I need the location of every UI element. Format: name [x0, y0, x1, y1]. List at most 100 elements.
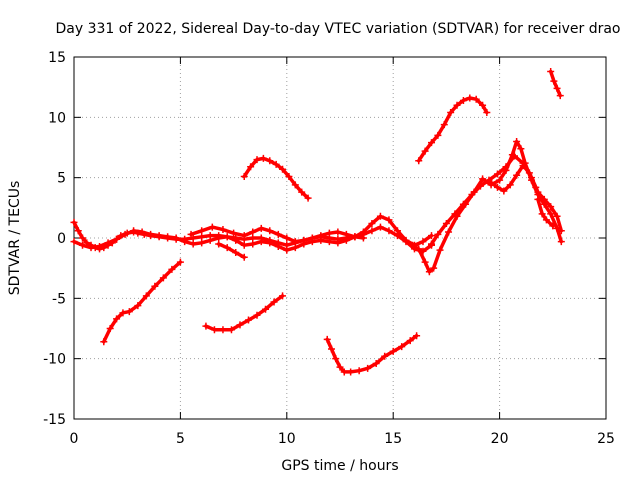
data-point: [291, 181, 299, 189]
series-line: [416, 96, 489, 163]
data-point: [198, 233, 206, 241]
data-point: [279, 165, 287, 173]
data-point: [100, 338, 108, 346]
series-trace-d: [215, 240, 248, 261]
y-tick-label: 5: [57, 171, 66, 187]
data-point: [247, 163, 255, 171]
data-point: [398, 343, 406, 351]
data-point: [198, 239, 206, 247]
data-series: [70, 67, 565, 376]
data-point: [79, 234, 87, 242]
data-point: [479, 101, 487, 109]
data-point: [542, 216, 550, 224]
data-point: [447, 109, 455, 117]
x-tick-labels: 0 5 10 15 20 25: [70, 431, 615, 447]
data-point: [172, 234, 180, 242]
chart-title: Day 331 of 2022, Sidereal Day-to-day VTE…: [55, 21, 620, 37]
data-point: [244, 316, 252, 324]
data-point: [519, 162, 527, 170]
data-point: [385, 227, 393, 235]
series-trace-h: [323, 332, 421, 376]
data-point: [317, 232, 325, 240]
data-point: [517, 145, 525, 153]
data-point: [549, 222, 557, 230]
data-point: [547, 210, 555, 218]
data-point: [189, 240, 197, 248]
data-point: [472, 95, 480, 103]
series-trace-e: [100, 258, 184, 346]
data-point: [557, 227, 565, 235]
series-trace-f: [202, 292, 287, 334]
data-point: [430, 264, 438, 272]
data-point: [538, 210, 546, 218]
data-point: [138, 228, 146, 236]
x-tick-label: 0: [70, 431, 79, 447]
data-point: [532, 183, 540, 191]
data-point: [487, 178, 495, 186]
data-point: [270, 298, 278, 306]
data-point: [125, 308, 133, 316]
data-point: [121, 230, 129, 238]
data-point: [547, 67, 555, 75]
data-point: [147, 230, 155, 238]
data-point: [164, 233, 172, 241]
series-trace-b: [70, 212, 436, 254]
data-point: [434, 131, 442, 139]
data-point: [142, 292, 150, 300]
data-point: [240, 253, 248, 261]
y-tick-label: 15: [48, 50, 66, 66]
data-point: [210, 326, 218, 334]
x-axis-label: GPS time / hours: [281, 458, 398, 474]
data-point: [525, 169, 533, 177]
series-trace-k: [428, 152, 565, 248]
data-point: [206, 236, 214, 244]
data-point: [283, 246, 291, 254]
data-point: [402, 236, 410, 244]
data-point: [223, 244, 231, 252]
data-point: [364, 364, 372, 372]
data-point: [502, 163, 510, 171]
y-tick-label: 0: [57, 231, 66, 247]
data-point: [408, 241, 416, 249]
data-point: [547, 203, 555, 211]
data-point: [106, 325, 114, 332]
data-point: [440, 121, 448, 129]
data-point: [74, 227, 82, 235]
data-point: [385, 216, 393, 224]
data-point: [376, 223, 384, 231]
series-trace-n: [547, 67, 564, 100]
data-point: [419, 238, 427, 246]
data-point: [372, 359, 380, 367]
data-point: [266, 157, 274, 165]
data-point: [493, 170, 501, 178]
y-tick-label: -10: [43, 352, 66, 368]
data-point: [113, 315, 121, 323]
data-point: [389, 347, 397, 355]
data-point: [550, 77, 558, 85]
x-tick-label: 25: [597, 431, 615, 447]
data-point: [453, 101, 461, 109]
data-point: [381, 352, 389, 360]
data-point: [249, 234, 257, 242]
data-point: [376, 212, 384, 220]
data-point: [323, 335, 331, 343]
y-tick-label: -15: [43, 412, 66, 428]
data-point: [368, 220, 376, 228]
series-line: [216, 242, 246, 260]
data-point: [510, 152, 518, 160]
data-point: [413, 332, 421, 340]
data-point: [259, 154, 267, 162]
data-point: [355, 367, 363, 375]
series-line: [429, 154, 564, 246]
y-tick-labels: -15 -10 -5 0 5 10 15: [43, 50, 66, 428]
y-tick-label: 10: [48, 110, 66, 126]
data-point: [219, 226, 227, 234]
data-point: [298, 188, 306, 196]
data-point: [70, 218, 78, 226]
data-point: [359, 228, 367, 236]
data-point: [240, 241, 248, 249]
data-point: [428, 139, 436, 147]
data-point: [556, 92, 564, 100]
data-point: [240, 232, 248, 240]
